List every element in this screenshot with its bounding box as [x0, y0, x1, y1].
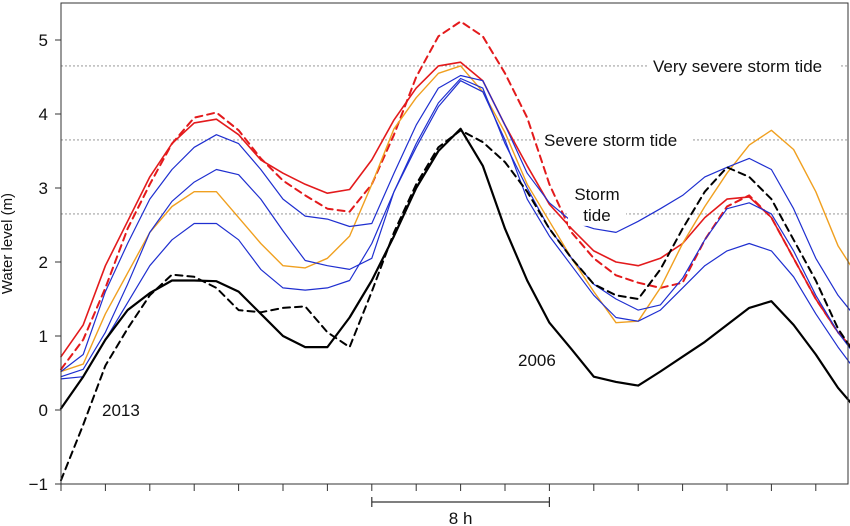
- series-line-blue-3: [60, 80, 850, 380]
- y-axis-label: Water level (m): [0, 193, 16, 294]
- series-line-red-dashed: [60, 20, 850, 371]
- plot-frame: [60, 2, 849, 485]
- series-line-blue-2: [60, 77, 850, 378]
- annotation-2006: 2006: [518, 351, 556, 370]
- label-bg-storm: [568, 181, 626, 226]
- y-tick-label: 3: [39, 179, 48, 198]
- y-tick-label: 4: [39, 105, 48, 124]
- annotations: Very severe storm tide Severe storm tide S…: [102, 54, 839, 420]
- threshold-label-storm-line2: tide: [583, 206, 610, 225]
- y-tick-label: 1: [39, 327, 48, 346]
- y-tick-label: −1: [29, 475, 48, 494]
- series-line-orange: [60, 65, 850, 373]
- y-tick-label: 2: [39, 253, 48, 272]
- label-bg-severe: [539, 128, 691, 150]
- y-tick-label: 0: [39, 401, 48, 420]
- series-lines: [59, 20, 850, 482]
- plot-border: [60, 2, 849, 485]
- threshold-label-very-severe: Very severe storm tide: [653, 57, 822, 76]
- series-line-black-2006: [59, 127, 850, 410]
- threshold-label-storm-line1: Storm: [574, 185, 619, 204]
- threshold-lines: [61, 65, 848, 215]
- series-line-black-2013: [60, 129, 850, 482]
- label-bg-very-severe: [647, 54, 839, 76]
- threshold-label-severe: Severe storm tide: [544, 131, 677, 150]
- annotation-2013: 2013: [102, 401, 140, 420]
- axes: −1 0 1 2 3 4 5 Water level (m) 8 h: [0, 31, 817, 526]
- scale-bar-label: 8 h: [449, 509, 473, 526]
- y-tick-label: 5: [39, 31, 48, 50]
- series-line-blue-1: [60, 74, 850, 373]
